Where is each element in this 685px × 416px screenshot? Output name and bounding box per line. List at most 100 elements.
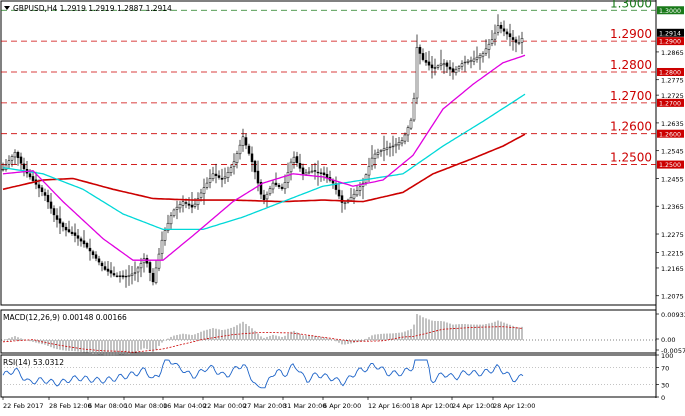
candle-bear[interactable] (46, 194, 50, 203)
candle-bull[interactable] (181, 201, 185, 206)
candle-bull[interactable] (139, 263, 143, 269)
candle-bull[interactable] (169, 215, 173, 225)
candle-bull[interactable] (388, 146, 392, 149)
candle-bull[interactable] (352, 193, 356, 199)
candle-bull[interactable] (379, 150, 383, 152)
candle-bear[interactable] (502, 28, 506, 32)
candle-bull[interactable] (472, 58, 476, 62)
candle-bear[interactable] (118, 275, 122, 277)
candle-bear[interactable] (187, 203, 191, 206)
candle-bull[interactable] (376, 151, 380, 155)
candle-bull[interactable] (466, 60, 470, 63)
candle-bull[interactable] (403, 134, 407, 142)
candle-bull[interactable] (130, 273, 134, 276)
candle-bull[interactable] (268, 188, 272, 195)
candle-bear[interactable] (148, 262, 152, 273)
candle-bear[interactable] (64, 226, 68, 231)
candle-bear[interactable] (67, 229, 71, 233)
candle-bull[interactable] (13, 151, 17, 158)
candle-bull[interactable] (172, 209, 176, 217)
candle-bear[interactable] (43, 192, 47, 196)
candle-bull[interactable] (349, 197, 353, 201)
candle-bear[interactable] (70, 231, 74, 234)
candle-bull[interactable] (232, 161, 236, 168)
candle-bear[interactable] (184, 202, 188, 204)
candle-bull[interactable] (442, 63, 446, 66)
candle-bear[interactable] (325, 173, 329, 178)
candle-bull[interactable] (454, 68, 458, 73)
candle-bear[interactable] (40, 187, 44, 192)
candle-bull[interactable] (133, 272, 137, 274)
candle-bear[interactable] (61, 222, 65, 228)
candle-bear[interactable] (514, 39, 518, 43)
candle-bear[interactable] (421, 53, 425, 60)
candle-bear[interactable] (337, 189, 341, 197)
candle-bear[interactable] (214, 173, 218, 176)
candle-bull[interactable] (160, 239, 164, 254)
candle-bear[interactable] (52, 208, 56, 216)
candle-bear[interactable] (106, 268, 110, 272)
candle-bull[interactable] (304, 172, 308, 175)
candle-bear[interactable] (121, 275, 125, 278)
candle-bull[interactable] (1, 168, 5, 171)
candle-bear[interactable] (316, 171, 320, 174)
candle-bull[interactable] (436, 65, 440, 68)
candle-bull[interactable] (4, 164, 8, 170)
candle-bull[interactable] (367, 166, 371, 176)
candle-bear[interactable] (319, 172, 323, 174)
candle-bull[interactable] (307, 171, 311, 174)
candle-bear[interactable] (151, 272, 155, 283)
candle-bear[interactable] (418, 47, 422, 54)
candle-bull[interactable] (355, 190, 359, 196)
candle-bear[interactable] (22, 163, 26, 170)
candle-bull[interactable] (211, 173, 215, 180)
candle-bear[interactable] (31, 176, 35, 181)
candle-bull[interactable] (478, 55, 482, 59)
candle-bear[interactable] (124, 275, 128, 278)
candle-bear[interactable] (88, 247, 92, 252)
candle-bull[interactable] (226, 172, 230, 178)
candle-bull[interactable] (238, 144, 242, 155)
candle-bull[interactable] (223, 176, 227, 179)
candle-bear[interactable] (298, 162, 302, 169)
candle-bear[interactable] (55, 215, 59, 220)
candle-bear[interactable] (340, 195, 344, 203)
candle-bull[interactable] (520, 38, 524, 43)
candle-bear[interactable] (79, 238, 83, 242)
candle-bear[interactable] (217, 175, 221, 178)
candle-bull[interactable] (475, 56, 479, 60)
candle-bull[interactable] (484, 48, 488, 54)
candle-bear[interactable] (433, 67, 437, 69)
candle-bull[interactable] (283, 182, 287, 190)
candle-bull[interactable] (265, 193, 269, 200)
candle-bear[interactable] (274, 182, 278, 186)
candle-bull[interactable] (412, 97, 416, 121)
header-symbol[interactable]: GBPUSD,H4 1.2919 1.2919 1.2887 1.2914 (4, 4, 172, 13)
candle-bear[interactable] (85, 243, 89, 248)
candle-bull[interactable] (235, 153, 239, 163)
candle-bull[interactable] (199, 192, 203, 198)
candle-bear[interactable] (94, 254, 98, 259)
candle-bull[interactable] (166, 222, 170, 232)
candle-bull[interactable] (178, 204, 182, 209)
candle-bear[interactable] (256, 170, 260, 184)
candle-bull[interactable] (7, 160, 11, 165)
candle-bull[interactable] (487, 43, 491, 50)
candle-bear[interactable] (424, 60, 428, 63)
candle-bull[interactable] (481, 53, 485, 57)
candle-bear[interactable] (262, 194, 266, 201)
candle-bull[interactable] (358, 186, 362, 191)
candle-bull[interactable] (364, 174, 368, 184)
candle-bull[interactable] (157, 253, 161, 269)
candle-bear[interactable] (19, 156, 23, 164)
candle-bull[interactable] (373, 153, 377, 159)
candle-bear[interactable] (505, 31, 509, 35)
candle-bear[interactable] (28, 173, 32, 178)
candle-bull[interactable] (385, 147, 389, 150)
candle-bear[interactable] (322, 172, 326, 176)
candle-bull[interactable] (241, 136, 245, 146)
candle-bull[interactable] (286, 172, 290, 183)
candle-bull[interactable] (409, 119, 413, 129)
candle-bear[interactable] (97, 258, 101, 263)
candle-bull[interactable] (397, 142, 401, 146)
